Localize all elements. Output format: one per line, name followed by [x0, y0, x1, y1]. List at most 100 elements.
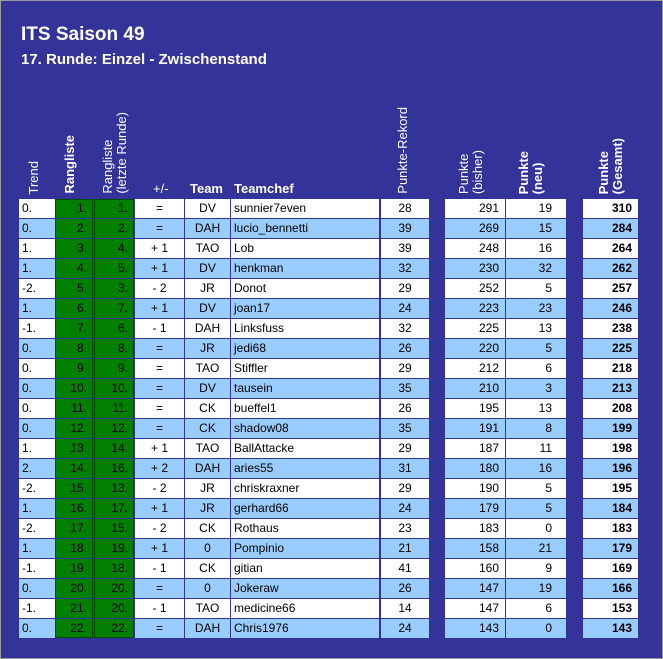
cell-rank: 16. — [55, 499, 93, 518]
cell-team: DV — [185, 199, 230, 218]
header-punkte-rekord-label: Punkte-Rekord — [395, 107, 410, 194]
cell-diff: = — [135, 199, 184, 218]
cell-last-rank: 11. — [94, 399, 134, 418]
cell-last-rank: 22. — [94, 619, 134, 638]
cell-punkte-gesamt: 143 — [583, 619, 638, 638]
cell-punkte-gesamt: 257 — [583, 279, 638, 298]
cell-punkte-neu: 13 — [506, 399, 566, 418]
table-row: 0. 1. 1. = DV sunnier7even 28 291 19 310 — [0, 199, 663, 219]
cell-rank: 4. — [55, 259, 93, 278]
header-rangliste-letzte: Rangliste (letzte Runde) — [100, 112, 129, 194]
cell-punkte-neu: 5 — [506, 499, 566, 518]
page-subtitle: 17. Runde: Einzel - Zwischenstand — [21, 51, 267, 68]
cell-trend: 0. — [19, 399, 55, 418]
cell-punkte-gesamt: 199 — [583, 419, 638, 438]
cell-last-rank: 16. — [94, 459, 134, 478]
cell-punkte-rekord: 28 — [381, 199, 429, 218]
header-punkte-gesamt: Punkte (Gesamt) — [596, 138, 625, 194]
cell-diff: + 2 — [135, 459, 184, 478]
table-row: 0. 22. 22. = DAH Chris1976 24 143 0 143 — [0, 619, 663, 639]
cell-trend: -1. — [19, 319, 55, 338]
cell-diff: + 1 — [135, 499, 184, 518]
cell-punkte-neu: 5 — [506, 339, 566, 358]
cell-diff: + 1 — [135, 239, 184, 258]
cell-rank: 15. — [55, 479, 93, 498]
cell-last-rank: 6. — [94, 319, 134, 338]
cell-punkte-neu: 6 — [506, 599, 566, 618]
cell-punkte-bisher: 252 — [445, 279, 505, 298]
cell-last-rank: 20. — [94, 599, 134, 618]
cell-trend: 1. — [19, 539, 55, 558]
cell-punkte-bisher: 160 — [445, 559, 505, 578]
cell-diff: = — [135, 419, 184, 438]
cell-last-rank: 1. — [94, 199, 134, 218]
cell-diff: - 1 — [135, 599, 184, 618]
cell-punkte-rekord: 32 — [381, 259, 429, 278]
cell-trend: -1. — [19, 599, 55, 618]
cell-punkte-neu: 5 — [506, 279, 566, 298]
cell-punkte-gesamt: 238 — [583, 319, 638, 338]
table-row: 0. 10. 10. = DV tausein 35 210 3 213 — [0, 379, 663, 399]
cell-punkte-rekord: 39 — [381, 239, 429, 258]
header-trend-label: Trend — [26, 160, 41, 194]
table-row: 0. 12. 12. = CK shadow08 35 191 8 199 — [0, 419, 663, 439]
cell-team: 0 — [185, 539, 230, 558]
cell-team: CK — [185, 419, 230, 438]
cell-punkte-gesamt: 169 — [583, 559, 638, 578]
cell-teamchef: tausein — [231, 379, 379, 398]
cell-teamchef: henkman — [231, 259, 379, 278]
cell-rank: 7. — [55, 319, 93, 338]
cell-punkte-gesamt: 213 — [583, 379, 638, 398]
cell-team: DAH — [185, 319, 230, 338]
cell-teamchef: Rothaus — [231, 519, 379, 538]
cell-punkte-neu: 13 — [506, 319, 566, 338]
page-title: ITS Saison 49 — [21, 24, 145, 45]
cell-trend: 0. — [19, 219, 55, 238]
cell-last-rank: 8. — [94, 339, 134, 358]
cell-punkte-rekord: 23 — [381, 519, 429, 538]
table-row: -1. 7. 6. - 1 DAH Linksfuss 32 225 13 238 — [0, 319, 663, 339]
header-rangliste-letzte-line1: Rangliste — [100, 139, 115, 194]
cell-trend: 1. — [19, 439, 55, 458]
cell-punkte-bisher: 179 — [445, 499, 505, 518]
cell-rank: 12. — [55, 419, 93, 438]
cell-teamchef: BallAttacke — [231, 439, 379, 458]
cell-teamchef: joan17 — [231, 299, 379, 318]
cell-punkte-neu: 8 — [506, 419, 566, 438]
cell-teamchef: Linksfuss — [231, 319, 379, 338]
cell-team: 0 — [185, 579, 230, 598]
cell-team: TAO — [185, 599, 230, 618]
cell-trend: -2. — [19, 479, 55, 498]
cell-rank: 3. — [55, 239, 93, 258]
cell-teamchef: medicine66 — [231, 599, 379, 618]
cell-punkte-rekord: 29 — [381, 439, 429, 458]
cell-punkte-rekord: 29 — [381, 479, 429, 498]
cell-punkte-neu: 11 — [506, 439, 566, 458]
cell-punkte-gesamt: 166 — [583, 579, 638, 598]
cell-punkte-rekord: 39 — [381, 219, 429, 238]
cell-team: JR — [185, 499, 230, 518]
cell-punkte-neu: 19 — [506, 579, 566, 598]
table-row: 1. 6. 7. + 1 DV joan17 24 223 23 246 — [0, 299, 663, 319]
table-row: -1. 19. 18. - 1 CK gitian 41 160 9 169 — [0, 559, 663, 579]
cell-punkte-neu: 5 — [506, 479, 566, 498]
cell-last-rank: 9. — [94, 359, 134, 378]
cell-last-rank: 15. — [94, 519, 134, 538]
cell-team: TAO — [185, 439, 230, 458]
cell-diff: = — [135, 379, 184, 398]
cell-punkte-bisher: 143 — [445, 619, 505, 638]
cell-punkte-bisher: 212 — [445, 359, 505, 378]
cell-punkte-neu: 6 — [506, 359, 566, 378]
header-punkte-neu-line2: (neu) — [530, 162, 545, 194]
cell-rank: 22. — [55, 619, 93, 638]
cell-rank: 21. — [55, 599, 93, 618]
table-row: 1. 4. 5. + 1 DV henkman 32 230 32 262 — [0, 259, 663, 279]
cell-punkte-gesamt: 262 — [583, 259, 638, 278]
cell-punkte-bisher: 180 — [445, 459, 505, 478]
cell-rank: 18. — [55, 539, 93, 558]
cell-teamchef: sunnier7even — [231, 199, 379, 218]
cell-punkte-neu: 21 — [506, 539, 566, 558]
cell-punkte-bisher: 230 — [445, 259, 505, 278]
cell-team: TAO — [185, 359, 230, 378]
cell-teamchef: jedi68 — [231, 339, 379, 358]
